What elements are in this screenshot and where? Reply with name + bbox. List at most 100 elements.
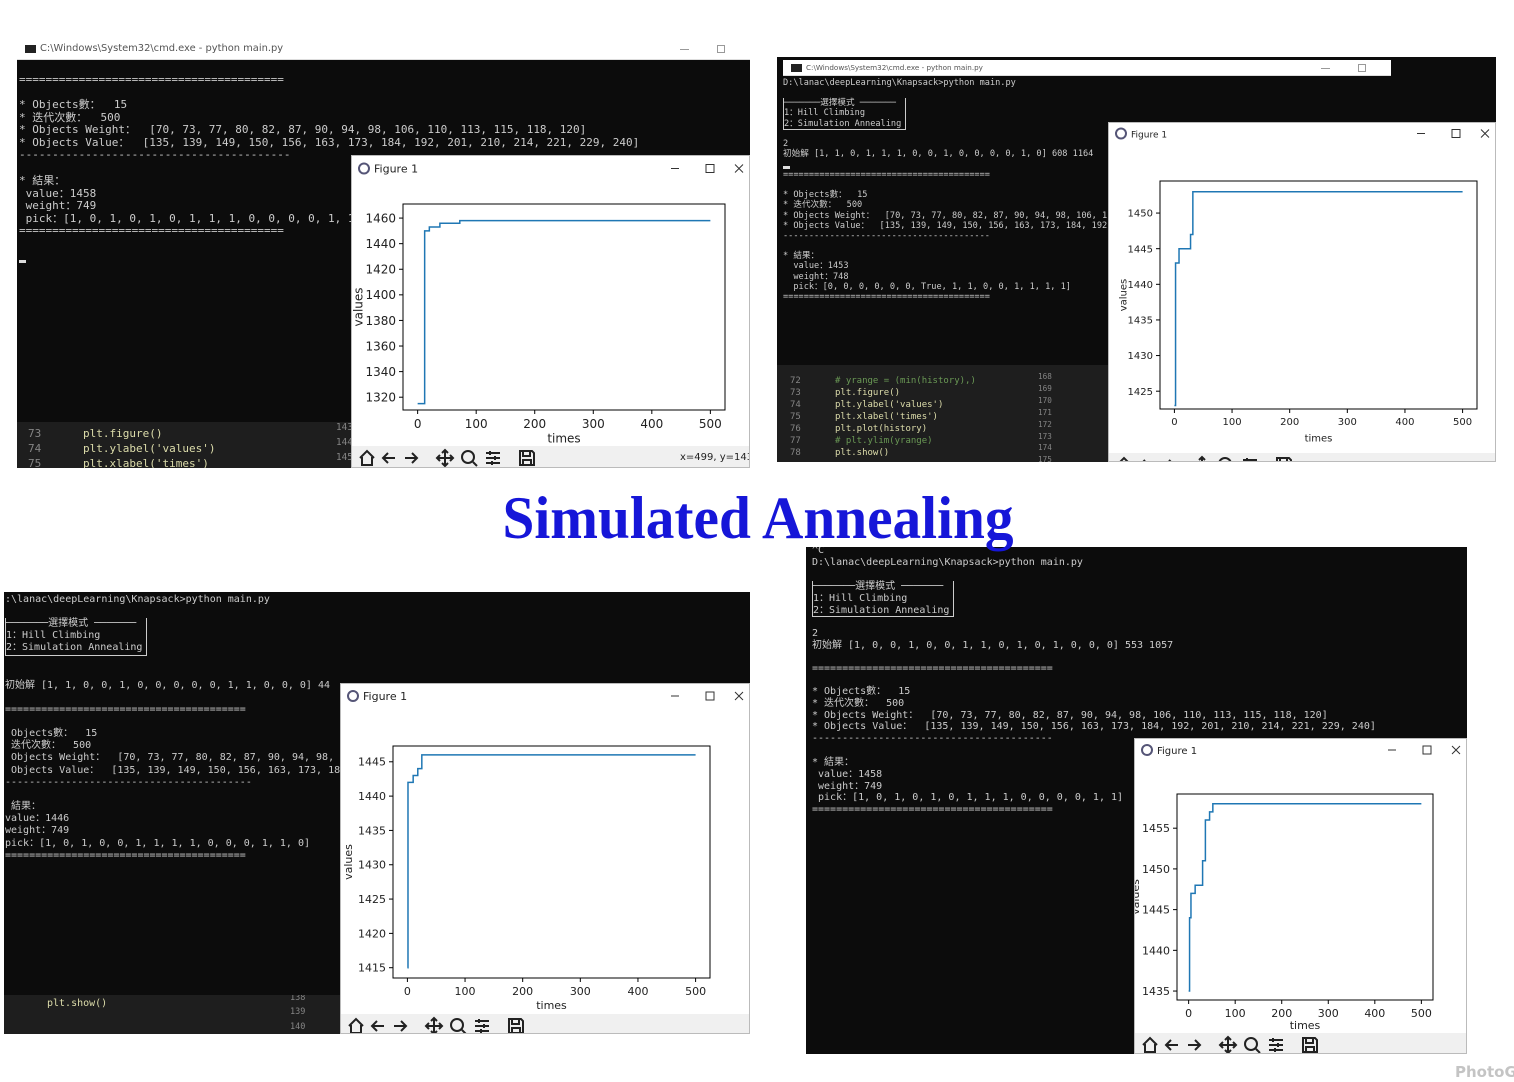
console-line: weight：748	[783, 271, 849, 282]
maximize-button	[1451, 129, 1461, 138]
code-line: plt.show()	[835, 448, 890, 458]
console-line: ----------------------------------------	[812, 733, 1053, 745]
y-tick-label: 1415	[358, 962, 386, 975]
console-line: * Objects數： 15	[812, 686, 911, 697]
y-tick-label: 1440	[1142, 944, 1170, 957]
window-title: C:\Windows\System32\cmd.exe - python mai…	[40, 43, 284, 54]
console-line: ========================================	[783, 170, 990, 180]
console-block: D:\lanac\deepLearning\Knapsack>python ma…	[783, 78, 1016, 88]
console-line: Objects數： 15	[5, 728, 98, 739]
figure-icon	[358, 162, 370, 175]
console-block: Objects數： 15 迭代次數： 500 Objects Weight： […	[5, 728, 340, 789]
line-number: 73	[790, 388, 801, 398]
figure-title: Figure 1	[1131, 131, 1167, 141]
y-tick-label: 1340	[365, 365, 396, 379]
console-line: weight：749	[5, 825, 70, 837]
x-tick-label: 200	[1280, 417, 1299, 428]
gutter-number: 143	[336, 422, 351, 433]
line-number: 74	[790, 400, 801, 410]
x-tick-label: 400	[627, 985, 648, 998]
line-number: 75	[790, 412, 801, 422]
y-tick-label: 1420	[358, 927, 386, 940]
console-block: * Objects數： 15 * 迭代次數： 500 * Objects Weigh…	[812, 686, 1376, 745]
toolbar	[352, 446, 749, 467]
y-tick-label: 1445	[1142, 904, 1170, 917]
toolbar-button	[475, 1019, 489, 1033]
y-tick-label: 1440	[365, 237, 396, 251]
y-tick-label: 1440	[358, 790, 386, 803]
console-line: ^C	[812, 547, 825, 556]
window-title: C:\Windows\System32\cmd.exe - python mai…	[806, 63, 983, 72]
console-line: * Objects Value： [135, 139, 149, 150, 15…	[19, 135, 640, 149]
console-line: 1：Hill Climbing	[784, 108, 866, 119]
plot-frame	[402, 203, 726, 411]
y-axis-label: values	[342, 844, 355, 880]
line-number: 76	[790, 424, 801, 434]
gutter-number: 171	[1038, 407, 1052, 417]
toolbar	[341, 1014, 749, 1033]
maximize-button	[1422, 745, 1432, 755]
close-button	[734, 164, 744, 173]
console-block: ========================================	[812, 663, 1053, 675]
y-tick-label: 1425	[1128, 387, 1153, 398]
x-tick-label: 500	[685, 985, 706, 998]
main-title: Simulated Annealing	[503, 485, 1014, 551]
figure-window: Figure 1 1320 1340 1360 1380 1400 1420 1440 1460…	[351, 155, 750, 468]
plot-frame	[1159, 180, 1478, 410]
plot-frame	[392, 745, 711, 979]
x-tick-label: 300	[582, 417, 605, 431]
console-line: ----------------------------------------…	[19, 148, 291, 162]
toolbar-button	[486, 451, 500, 465]
console-line: * 結果：	[812, 757, 855, 768]
code-line: plt.plot(history)	[835, 424, 928, 434]
toolbar-button	[508, 1018, 524, 1033]
x-axis-label: times	[1305, 434, 1333, 445]
x-tick-label: 0	[1185, 1007, 1192, 1020]
line-number: 78	[790, 448, 801, 458]
console-block: * 結果： value：1458 weight：749 pick：[1, 0, …	[19, 174, 361, 238]
gutter-number: 174	[1038, 443, 1052, 453]
gutter-number: 140	[290, 1021, 306, 1032]
data-line	[1174, 190, 1463, 407]
console-line: * 結果：	[19, 174, 66, 187]
console-line: value：1453	[783, 261, 849, 272]
y-tick-label: 1435	[1142, 985, 1170, 998]
toolbar-button	[435, 448, 455, 467]
console-block: ========================================	[19, 73, 284, 87]
app-icon	[25, 45, 36, 53]
toolbar-button	[1276, 457, 1292, 461]
console-line: Objects Weight： [70, 73, 77, 80, 82, 87,…	[5, 752, 335, 764]
x-tick-label: 300	[1318, 1007, 1339, 1020]
console-line: * Objects Value： [135, 139, 149, 150, 15…	[783, 220, 1113, 231]
y-tick-label: 1435	[358, 824, 386, 837]
console-line: 2	[812, 628, 819, 639]
y-tick-label: 1430	[1128, 351, 1153, 362]
console-line: * Objects Weight： [70, 73, 77, 80, 82, 8…	[812, 709, 1328, 721]
console-block: 2 初始解 [1, 0, 0, 1, 0, 0, 1, 1, 0, 1, 0, 1…	[812, 628, 1173, 652]
x-tick-label: 100	[465, 417, 488, 431]
y-tick-label: 1380	[365, 314, 396, 328]
code-line: plt.xlabel('times')	[835, 412, 938, 422]
y-tick-label: 1445	[358, 756, 386, 769]
toolbar-button	[1269, 1038, 1283, 1052]
minimize-button	[680, 49, 689, 50]
maximize-button	[717, 45, 725, 53]
watermark: PhotoGr	[1455, 1063, 1514, 1081]
gutter-number: 139	[290, 1007, 306, 1018]
x-tick-label: 0	[414, 417, 422, 431]
y-axis-label: values	[352, 287, 365, 326]
y-tick-label: 1435	[1128, 316, 1153, 327]
toolbar-button	[461, 450, 478, 467]
toolbar-button	[348, 1017, 364, 1033]
console-line: 2：Simulation Annealing	[813, 604, 950, 616]
minimize-button	[1321, 68, 1330, 69]
console-block: * 結果： value：1458 weight：749 pick：[1, 0, …	[812, 757, 1123, 816]
figure-icon	[1115, 127, 1127, 140]
data-line	[417, 219, 711, 405]
console-line: 1：Hill Climbing	[6, 630, 101, 642]
console-line: 2	[783, 139, 789, 149]
y-tick-label: 1400	[365, 288, 396, 302]
close-button	[734, 691, 744, 701]
